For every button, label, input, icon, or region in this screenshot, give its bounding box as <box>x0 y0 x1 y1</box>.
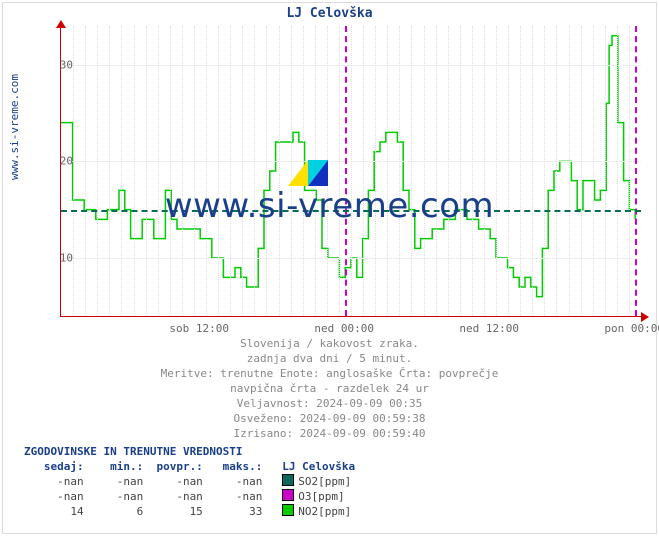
day-separator <box>345 26 347 316</box>
grid-v <box>73 26 74 316</box>
meta-line: Slovenija / kakovost zraka. <box>0 336 659 351</box>
grid-v <box>532 26 533 316</box>
grid-v <box>508 26 509 316</box>
grid-v <box>605 26 606 316</box>
grid-v <box>593 26 594 316</box>
grid-v <box>436 26 437 316</box>
table-row: -nan -nan -nan -nan SO2[ppm] <box>24 474 355 489</box>
grid-v <box>279 26 280 316</box>
legend-swatch <box>282 489 294 501</box>
x-axis-arrow <box>641 312 649 322</box>
x-tick-label: ned 12:00 <box>459 322 519 335</box>
grid-v <box>254 26 255 316</box>
stats-table: ZGODOVINSKE IN TRENUTNE VREDNOSTI sedaj:… <box>24 444 355 519</box>
table-header-station: LJ Celovška <box>282 460 355 473</box>
grid-v <box>375 26 376 316</box>
grid-v <box>472 26 473 316</box>
grid-v <box>351 26 352 316</box>
meta-line: navpična črta - razdelek 24 ur <box>0 381 659 396</box>
meta-line: Osveženo: 2024-09-09 00:59:38 <box>0 411 659 426</box>
grid-v <box>496 26 497 316</box>
y-axis-label: www.si-vreme.com <box>8 74 21 180</box>
day-separator <box>635 26 637 316</box>
table-cells: -nan -nan -nan -nan <box>24 475 282 488</box>
grid-v <box>97 26 98 316</box>
grid-v <box>617 26 618 316</box>
grid-v <box>194 26 195 316</box>
grid-v <box>629 26 630 316</box>
table-row: -nan -nan -nan -nan O3[ppm] <box>24 489 355 504</box>
watermark-logo <box>288 160 328 186</box>
grid-v <box>460 26 461 316</box>
y-axis-arrow <box>56 20 66 28</box>
legend-label: SO2[ppm] <box>298 475 351 488</box>
grid-v <box>85 26 86 316</box>
grid-v <box>121 26 122 316</box>
legend-swatch <box>282 504 294 516</box>
table-row: 14 6 15 33 NO2[ppm] <box>24 504 355 519</box>
grid-v <box>520 26 521 316</box>
grid-v <box>544 26 545 316</box>
grid-v <box>411 26 412 316</box>
chart-title: LJ Celovška <box>0 6 659 21</box>
table-cells: 14 6 15 33 <box>24 505 282 518</box>
meta-block: Slovenija / kakovost zraka.zadnja dva dn… <box>0 336 659 441</box>
grid-v <box>424 26 425 316</box>
grid-v <box>218 26 219 316</box>
grid-v <box>230 26 231 316</box>
plot-area <box>60 26 641 317</box>
grid-v <box>170 26 171 316</box>
grid-v <box>569 26 570 316</box>
meta-line: zadnja dva dni / 5 minut. <box>0 351 659 366</box>
watermark-text: www.si-vreme.com <box>0 186 659 226</box>
y-tick-label: 20 <box>60 155 73 168</box>
table-cells: -nan -nan -nan -nan <box>24 490 282 503</box>
grid-v <box>581 26 582 316</box>
grid-v <box>242 26 243 316</box>
grid-v <box>339 26 340 316</box>
grid-v <box>363 26 364 316</box>
y-tick-label: 30 <box>60 58 73 71</box>
grid-v <box>399 26 400 316</box>
table-header: sedaj: min.: povpr.: maks.: LJ Celovška <box>24 459 355 474</box>
grid-v <box>146 26 147 316</box>
meta-line: Izrisano: 2024-09-09 00:59:40 <box>0 426 659 441</box>
grid-v <box>448 26 449 316</box>
x-tick-label: pon 00:00 <box>604 322 659 335</box>
meta-line: Meritve: trenutne Enote: anglosaške Črta… <box>0 366 659 381</box>
grid-v <box>109 26 110 316</box>
x-tick-label: sob 12:00 <box>169 322 229 335</box>
x-tick-label: ned 00:00 <box>314 322 374 335</box>
meta-line: Veljavnost: 2024-09-09 00:35 <box>0 396 659 411</box>
y-tick-label: 10 <box>60 252 73 265</box>
grid-v <box>266 26 267 316</box>
legend-swatch <box>282 474 294 486</box>
grid-v <box>484 26 485 316</box>
grid-v <box>182 26 183 316</box>
grid-v <box>158 26 159 316</box>
grid-v <box>556 26 557 316</box>
grid-v <box>387 26 388 316</box>
grid-v <box>206 26 207 316</box>
grid-v <box>134 26 135 316</box>
table-title: ZGODOVINSKE IN TRENUTNE VREDNOSTI <box>24 444 355 459</box>
legend-label: NO2[ppm] <box>298 505 351 518</box>
legend-label: O3[ppm] <box>298 490 344 503</box>
